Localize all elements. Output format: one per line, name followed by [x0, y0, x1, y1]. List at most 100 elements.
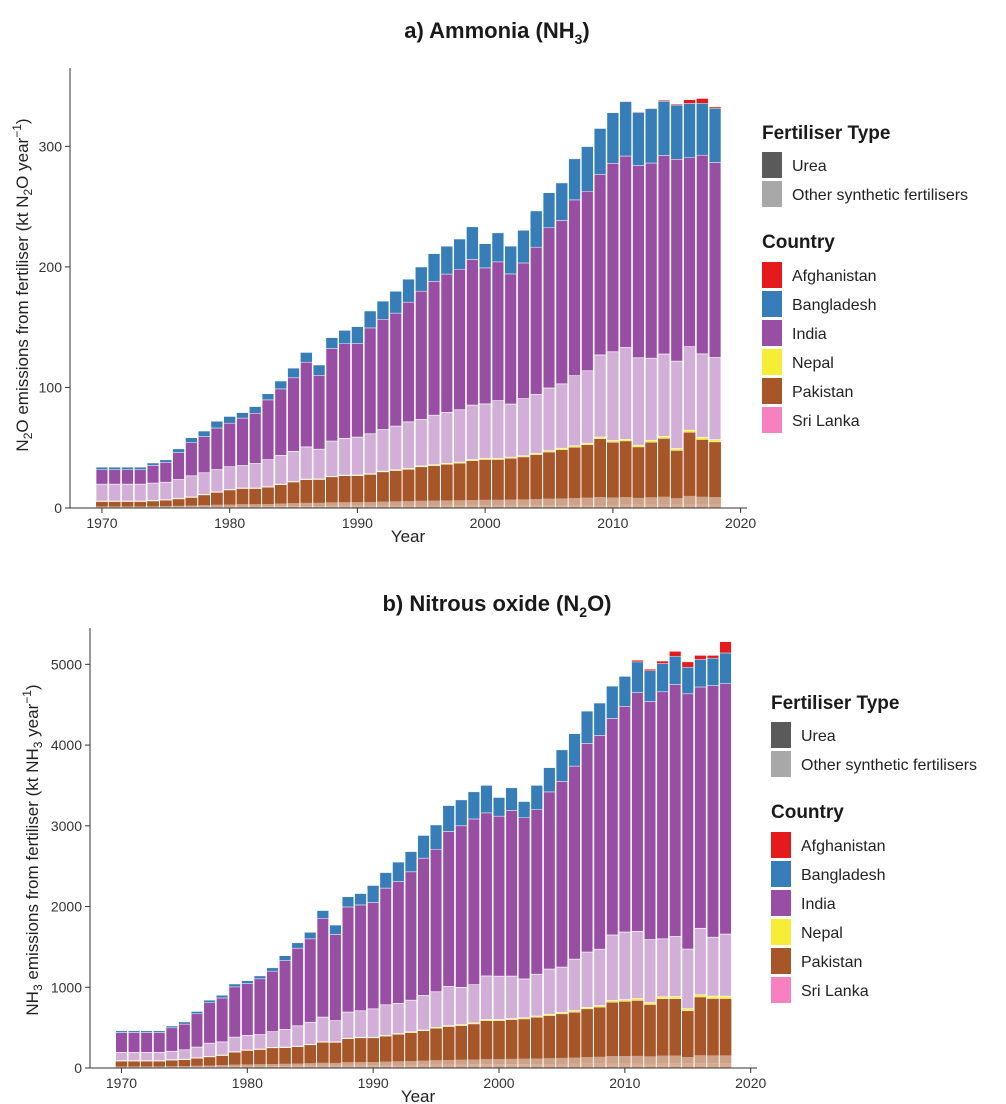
bar-segment: [241, 1050, 254, 1065]
bar-segment: [568, 1063, 581, 1066]
bar-segment: [108, 467, 121, 470]
bar-segment: [669, 936, 682, 997]
bar-segment: [632, 506, 645, 508]
legend-title-fertiliser: Fertiliser Type: [762, 123, 890, 144]
bar-segment: [402, 501, 415, 506]
legend-label-bangladesh-b: Bangladesh: [801, 867, 886, 884]
bar-segment: [632, 165, 645, 359]
bar-segment: [468, 1064, 480, 1066]
bar-segment: [593, 354, 607, 438]
bar-segment: [442, 986, 455, 1026]
bar-segment: [719, 933, 732, 997]
x-tick-label: 1990: [342, 515, 373, 531]
bar-segment: [555, 966, 569, 1013]
bar-segment: [376, 300, 390, 320]
bar-segment: [236, 465, 249, 489]
bar-segment: [274, 503, 287, 507]
bar-segment: [342, 896, 354, 908]
bar-segment: [681, 693, 694, 950]
bar-segment: [696, 437, 709, 440]
bar-segment: [317, 1066, 329, 1068]
bar-segment: [363, 327, 377, 435]
bar-segment: [670, 504, 683, 507]
bar-segment: [429, 991, 443, 1028]
bar-segment: [657, 353, 671, 437]
bar-segment: [216, 995, 229, 999]
bar-segment: [645, 357, 658, 441]
bar-segment: [479, 506, 492, 508]
bar-segment: [304, 932, 317, 940]
bars-a: [95, 98, 722, 508]
bar-segment: [442, 805, 455, 832]
bar-segment: [405, 1032, 417, 1062]
bar-segment: [228, 1051, 241, 1065]
bar-segment: [389, 291, 402, 314]
bar-segment: [300, 479, 313, 503]
bar-segment: [108, 469, 121, 485]
bar-segment: [555, 781, 569, 968]
bar-segment: [645, 506, 658, 508]
bar-segment: [568, 199, 581, 376]
bar-segment: [210, 469, 224, 493]
bar-segment: [479, 243, 492, 269]
x-tick-label: 1990: [358, 1075, 389, 1091]
bar-segment: [706, 655, 719, 659]
bar-segment: [480, 975, 493, 1020]
bar-segment: [279, 1047, 291, 1064]
bar-segment: [379, 1065, 392, 1067]
bar-segment: [719, 995, 732, 999]
legend-label-sri-lanka-b: Sri Lanka: [801, 983, 869, 1000]
bar-segment: [619, 497, 632, 505]
bar-segment: [543, 767, 556, 793]
bar-segment: [706, 685, 720, 938]
bar-segment: [694, 655, 707, 660]
bar-segment: [153, 1030, 166, 1033]
bar-segment: [134, 483, 147, 502]
bar-segment: [185, 442, 198, 477]
bar-segment: [581, 1008, 593, 1058]
bar-segment: [530, 505, 543, 507]
bar-segment: [228, 986, 241, 1038]
bar-segment: [555, 383, 568, 449]
bar-segment: [249, 504, 262, 507]
bar-segment: [241, 983, 254, 1036]
bar-segment: [178, 1059, 191, 1067]
x-tick-label: 1980: [214, 515, 245, 531]
bar-segment: [405, 1064, 417, 1067]
bar-segment: [291, 942, 304, 949]
y-tick-label: 3000: [51, 818, 82, 834]
x-axis-label-b: Year: [401, 1087, 436, 1104]
legend-swatch-urea-b: [771, 722, 791, 748]
bar-segment: [568, 375, 581, 447]
x-axis-label-a: Year: [391, 527, 426, 546]
legend-swatch-india: [762, 320, 782, 346]
bar-segment: [427, 253, 441, 282]
bar-segment: [364, 502, 377, 506]
bar-segment: [121, 469, 134, 485]
bar-segment: [719, 683, 732, 935]
bar-segment: [341, 1011, 355, 1039]
bar-segment: [468, 1059, 480, 1065]
bar-segment: [417, 835, 430, 859]
bar-segment: [363, 433, 377, 475]
bar-segment: [504, 403, 517, 458]
bar-segment: [415, 419, 428, 467]
bar-segment: [644, 1002, 657, 1005]
legend-b: Fertiliser Type Urea Other synthetic fer…: [771, 693, 977, 1003]
bar-segment: [453, 463, 466, 501]
bar-segment: [228, 1064, 241, 1067]
bar-segment: [607, 504, 619, 507]
bar-segment: [606, 1056, 619, 1064]
bar-segment: [581, 743, 594, 953]
bar-segment: [415, 505, 428, 507]
bar-segment: [140, 1032, 153, 1053]
bar-segment: [467, 791, 480, 820]
bar-segment: [115, 1066, 128, 1068]
bar-segment: [568, 733, 581, 767]
bar-segment: [96, 501, 108, 507]
legend-title-country-b: Country: [771, 802, 844, 823]
bar-segment: [185, 437, 198, 443]
bar-segment: [241, 1066, 254, 1068]
bar-segment: [492, 815, 506, 977]
bar-segment: [708, 439, 722, 443]
